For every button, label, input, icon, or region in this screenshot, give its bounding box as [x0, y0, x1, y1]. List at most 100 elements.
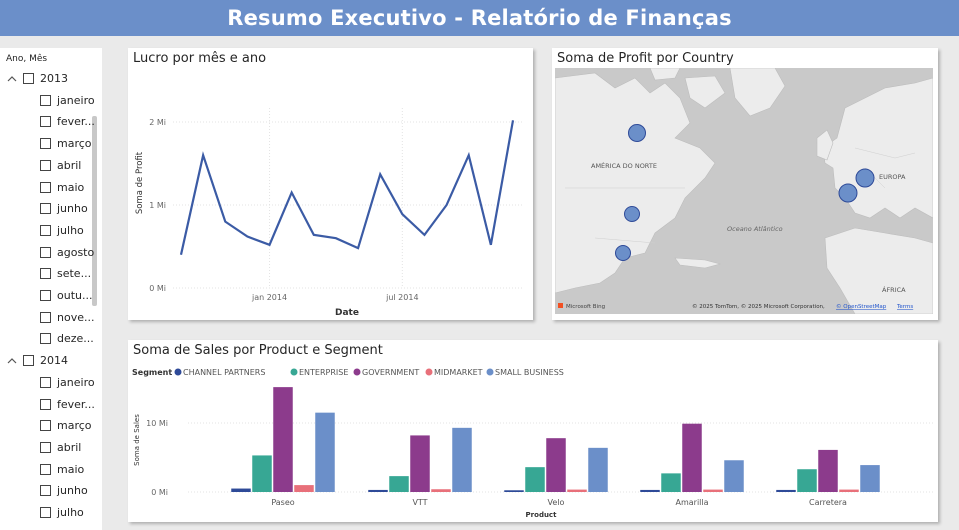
slicer-checkbox[interactable] — [40, 290, 51, 301]
bar-carretera-small-business[interactable] — [860, 465, 880, 492]
legend-marker[interactable] — [290, 368, 298, 376]
line-chart-title: Lucro por mês e ano — [133, 51, 267, 66]
slicer-checkbox[interactable] — [40, 138, 51, 150]
bar-velo-channel-partners[interactable] — [504, 490, 524, 492]
bar-vtt-midmarket[interactable] — [431, 489, 451, 492]
bar-amarilla-enterprise[interactable] — [661, 473, 681, 492]
slicer-month-item[interactable]: janeiro — [40, 376, 95, 389]
slicer-month-item[interactable]: agosto — [40, 246, 94, 259]
map-panel[interactable]: Soma de Profit por Country AMÉRICA DO NO… — [552, 48, 938, 320]
map-bubble-canada[interactable] — [628, 124, 646, 142]
bar-paseo-enterprise[interactable] — [252, 455, 272, 492]
bar-carretera-midmarket[interactable] — [839, 489, 859, 492]
map-canvas[interactable]: AMÉRICA DO NORTE EUROPA Oceano Atlântico… — [555, 68, 933, 314]
bar-amarilla-government[interactable] — [682, 423, 702, 492]
slicer-month-item[interactable]: sete... — [40, 267, 91, 280]
legend-marker[interactable] — [425, 368, 433, 376]
legend-marker[interactable] — [174, 368, 182, 376]
bar-chart[interactable]: Segment CHANNEL PARTNERS ENTERPRISE GOVERNM… — [128, 340, 938, 522]
slicer-checkbox[interactable] — [40, 507, 51, 518]
slicer-month-item[interactable]: janeiro — [40, 94, 95, 107]
legend-entry[interactable]: CHANNEL PARTNERS — [183, 368, 265, 377]
chevron-up-icon[interactable] — [6, 355, 18, 367]
slicer-month-item[interactable]: outu... — [40, 289, 92, 302]
slicer-checkbox[interactable] — [40, 224, 51, 236]
bar-amarilla-small-business[interactable] — [724, 460, 744, 492]
slicer-checkbox[interactable] — [40, 376, 51, 388]
legend-marker[interactable] — [353, 368, 361, 376]
slicer-checkbox[interactable] — [40, 268, 51, 280]
slicer-checkbox[interactable] — [40, 485, 51, 497]
slicer-checkbox[interactable] — [40, 420, 51, 432]
slicer-checkbox[interactable] — [40, 398, 51, 410]
bar-vtt-channel-partners[interactable] — [368, 489, 388, 492]
date-slicer[interactable]: Ano, Mês 2013 janeiro fever... março abril ma… — [0, 48, 102, 530]
slicer-month-item[interactable]: julho — [40, 506, 84, 519]
bar-vtt-government[interactable] — [410, 435, 430, 492]
land-north-islands — [649, 68, 726, 109]
slicer-month-label: abril — [57, 158, 82, 172]
slicer-month-item[interactable]: junho — [40, 484, 88, 497]
slicer-checkbox[interactable] — [40, 203, 51, 215]
slicer-month-item[interactable]: maio — [40, 181, 84, 194]
slicer-checkbox[interactable] — [40, 94, 51, 106]
slicer-year-2014[interactable]: 2014 — [6, 354, 68, 367]
slicer-checkbox[interactable] — [40, 159, 51, 171]
legend-entry[interactable]: MIDMARKET — [434, 368, 483, 377]
slicer-checkbox[interactable] — [40, 181, 51, 193]
map-bubble-usa[interactable] — [624, 206, 640, 222]
bar-carretera-channel-partners[interactable] — [776, 489, 796, 492]
map-osm-link[interactable]: © OpenStreetMap — [836, 303, 887, 310]
bar-amarilla-midmarket[interactable] — [703, 489, 723, 492]
bar-paseo-government[interactable] — [273, 387, 293, 492]
bar-amarilla-channel-partners[interactable] — [640, 489, 660, 492]
bar-vtt-enterprise[interactable] — [389, 476, 409, 492]
slicer-checkbox[interactable] — [23, 355, 34, 367]
map-label-ocean: Oceano Atlântico — [727, 225, 783, 233]
slicer-month-item[interactable]: nove... — [40, 311, 94, 324]
slicer-year-2013[interactable]: 2013 — [6, 72, 68, 85]
legend-entry[interactable]: GOVERNMENT — [362, 368, 419, 377]
slicer-month-item[interactable]: fever... — [40, 115, 95, 128]
slicer-month-item[interactable]: março — [40, 137, 92, 150]
slicer-month-item[interactable]: maio — [40, 463, 84, 476]
bar-carretera-enterprise[interactable] — [797, 469, 817, 492]
slicer-checkbox[interactable] — [40, 246, 51, 258]
slicer-checkbox[interactable] — [40, 333, 51, 345]
slicer-scrollbar[interactable] — [92, 116, 97, 306]
slicer-checkbox[interactable] — [23, 73, 34, 84]
chevron-up-icon[interactable] — [6, 73, 18, 85]
bar-paseo-small-business[interactable] — [315, 412, 335, 492]
profit-series-line[interactable] — [179, 120, 515, 256]
bar-velo-enterprise[interactable] — [525, 467, 545, 492]
line-chart[interactable]: 0 Mi 1 Mi 2 Mi jan 2014 jul 2014 Date Soma de … — [128, 48, 533, 320]
bar-paseo-channel-partners[interactable] — [231, 488, 251, 492]
slicer-month-item[interactable]: junho — [40, 202, 88, 215]
slicer-checkbox[interactable] — [40, 441, 51, 453]
map-svg[interactable]: AMÉRICA DO NORTE EUROPA Oceano Atlântico… — [555, 68, 933, 314]
line-chart-panel[interactable]: Lucro por mês e ano 0 Mi 1 Mi 2 Mi jan 2014… — [128, 48, 533, 320]
slicer-checkbox[interactable] — [40, 463, 51, 475]
map-bubble-france[interactable] — [838, 183, 858, 203]
map-terms-link[interactable]: Terms — [896, 304, 913, 310]
legend-marker[interactable] — [486, 368, 494, 376]
bar-vtt-small-business[interactable] — [452, 427, 472, 492]
slicer-month-item[interactable]: março — [40, 419, 92, 432]
bar-velo-midmarket[interactable] — [567, 489, 587, 492]
map-bubble-germany[interactable] — [855, 168, 875, 188]
slicer-month-item[interactable]: julho — [40, 224, 84, 237]
slicer-month-item[interactable]: deze... — [40, 332, 94, 345]
slicer-month-item[interactable]: abril — [40, 159, 81, 172]
map-bubble-mexico[interactable] — [615, 245, 631, 261]
slicer-month-item[interactable]: abril — [40, 441, 81, 454]
slicer-checkbox[interactable] — [40, 311, 51, 323]
legend-entry[interactable]: SMALL BUSINESS — [495, 368, 564, 377]
bar-velo-small-business[interactable] — [588, 447, 608, 492]
slicer-checkbox[interactable] — [40, 116, 51, 128]
bar-carretera-government[interactable] — [818, 449, 838, 492]
bar-velo-government[interactable] — [546, 438, 566, 492]
bar-paseo-midmarket[interactable] — [294, 485, 314, 492]
slicer-month-item[interactable]: fever... — [40, 398, 95, 411]
legend-entry[interactable]: ENTERPRISE — [299, 368, 348, 377]
bar-chart-panel[interactable]: Soma de Sales por Product e Segment Segm… — [128, 340, 938, 522]
